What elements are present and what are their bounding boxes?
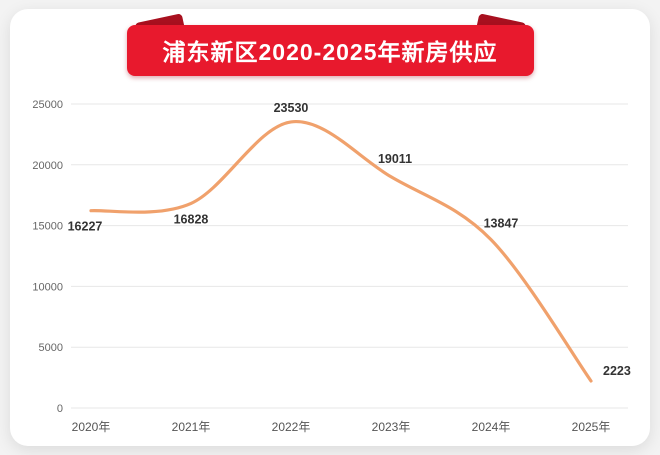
series-line: [89, 120, 593, 383]
data-labels: 16227 16828 23530 19011 13847 2223: [68, 101, 631, 378]
svg-text:2022年: 2022年: [272, 420, 311, 434]
svg-text:2025年: 2025年: [572, 420, 611, 434]
svg-text:20000: 20000: [32, 160, 63, 172]
svg-text:0: 0: [57, 403, 63, 415]
svg-text:2020年: 2020年: [72, 420, 111, 434]
gridlines: [71, 103, 628, 409]
title-ribbon: 浦东新区2020-2025年新房供应: [126, 13, 534, 76]
svg-text:10000: 10000: [32, 281, 63, 293]
svg-text:2021年: 2021年: [172, 420, 211, 434]
svg-text:2023年: 2023年: [372, 420, 411, 434]
chart-title-banner: 浦东新区2020-2025年新房供应: [126, 25, 534, 76]
chart-title: 浦东新区2020-2025年新房供应: [162, 39, 498, 65]
svg-text:2024年: 2024年: [472, 420, 511, 434]
svg-text:19011: 19011: [378, 152, 412, 166]
svg-text:23530: 23530: [274, 101, 309, 115]
chart-card: 浦东新区2020-2025年新房供应 0 5000 10000 15000 20000 2…: [10, 9, 650, 446]
svg-text:13847: 13847: [484, 217, 519, 231]
svg-text:16227: 16227: [68, 220, 103, 234]
x-axis-labels: 2020年 2021年 2022年 2023年 2024年 2025年: [72, 420, 611, 434]
title-ribbon-row: 浦东新区2020-2025年新房供应: [10, 9, 650, 76]
y-axis-labels: 0 5000 10000 15000 20000 25000: [32, 99, 63, 415]
svg-text:5000: 5000: [39, 342, 63, 354]
svg-text:2223: 2223: [603, 364, 631, 378]
svg-text:15000: 15000: [32, 221, 63, 233]
svg-text:25000: 25000: [32, 99, 63, 111]
svg-text:16828: 16828: [174, 212, 209, 226]
line-chart: 0 5000 10000 15000 20000 25000 2020年 2021年 2022年…: [32, 99, 631, 434]
chart-area: 0 5000 10000 15000 20000 25000 2020年 2021年 2022年…: [10, 82, 650, 444]
